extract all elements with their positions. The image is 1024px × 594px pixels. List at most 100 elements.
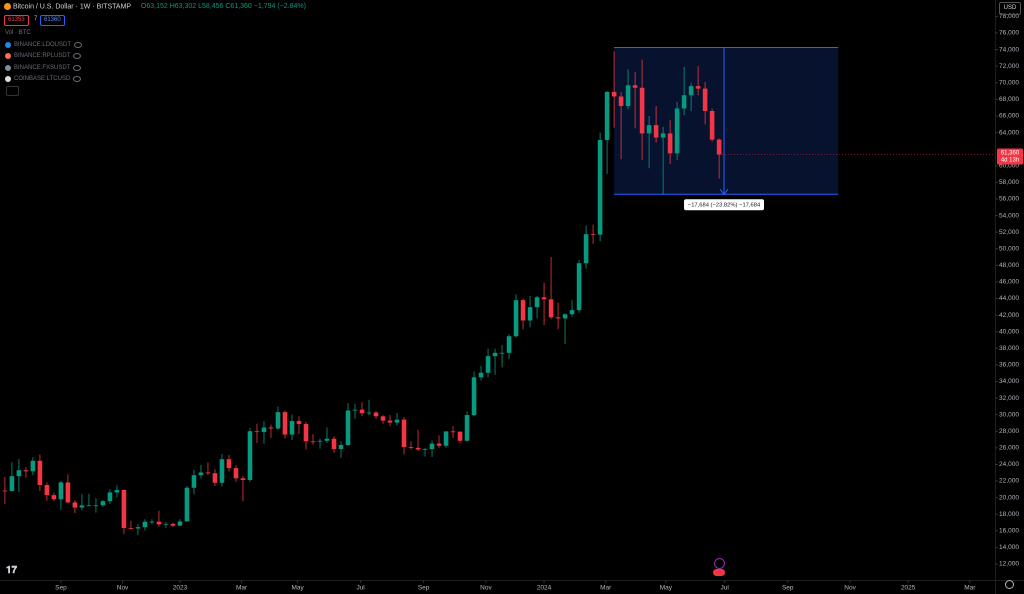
candle-body (324, 438, 330, 441)
legend-label: Vol · BTC (5, 30, 31, 36)
candle-body (618, 96, 624, 107)
candle-body (198, 472, 204, 476)
measure-label: −17,684 (−23.82%) −17,684 (688, 203, 761, 209)
y-tick-label: 16,000 (999, 528, 1019, 535)
candle-body (128, 528, 134, 529)
legend-item[interactable]: Vol · BTC (5, 30, 31, 36)
candle-body (667, 133, 673, 154)
candle-body (142, 521, 148, 528)
visibility-toggle[interactable] (73, 53, 82, 59)
y-tick-label: 20,000 (999, 494, 1019, 501)
candle-body (457, 431, 463, 441)
candle-body (548, 299, 554, 318)
candle-body (604, 91, 610, 141)
candle-body (443, 431, 449, 446)
y-tick-label: 26,000 (999, 445, 1019, 452)
legend-item[interactable]: BINANCE:FXSUSDT (5, 64, 82, 71)
legend-label: BINANCE:LDOUSDT (14, 41, 72, 48)
y-tick-label: 66,000 (999, 113, 1019, 120)
event-icon[interactable] (713, 569, 725, 576)
legend-item[interactable]: COINBASE:LTCUSD (5, 76, 82, 82)
visibility-toggle[interactable] (74, 41, 83, 48)
candle-body (688, 86, 694, 96)
candle-body (226, 459, 232, 469)
sell-button[interactable]: 61353 (4, 15, 29, 26)
candle-body (135, 527, 141, 529)
x-tick-label: May (291, 585, 304, 592)
candle-body (149, 521, 155, 523)
buy-button[interactable]: 61360 (40, 15, 65, 26)
candle-body (16, 470, 22, 477)
legend-icon (5, 76, 11, 82)
legend-icon (5, 41, 11, 48)
legend-icon (5, 53, 11, 59)
candle-body (387, 420, 393, 423)
candle-body (156, 521, 162, 525)
candle-body (289, 421, 295, 435)
candle-body (625, 85, 631, 107)
candle-body (380, 416, 386, 421)
candle-body (471, 377, 477, 416)
y-tick-label: 24,000 (999, 461, 1019, 468)
y-tick-label: 52,000 (999, 229, 1019, 236)
legend-item[interactable]: BINANCE:RPLUSDT (5, 53, 82, 59)
y-tick-label: 40,000 (999, 328, 1019, 335)
x-tick-label: Sep (418, 585, 430, 592)
x-tick-label: Nov (117, 585, 129, 592)
x-tick-label: Nov (480, 585, 492, 592)
y-tick-label: 42,000 (999, 312, 1019, 319)
x-tick-label: Jul (356, 585, 365, 592)
event-icon[interactable] (714, 558, 725, 569)
y-tick-label: 50,000 (999, 245, 1019, 252)
candle-body (520, 300, 526, 321)
candle-body (163, 523, 169, 525)
y-tick-label: 22,000 (999, 478, 1019, 485)
collapse-button[interactable] (6, 86, 19, 96)
visibility-toggle[interactable] (73, 64, 82, 71)
symbol-title[interactable]: Bitcoin / U.S. Dollar · 1W · BITSTAMP (12, 3, 131, 11)
candle-body (513, 300, 519, 337)
candle-body (275, 412, 281, 429)
candle-body (317, 440, 323, 442)
candle-body (86, 505, 92, 507)
legend-item[interactable]: BINANCE:LDOUSDT (5, 41, 83, 48)
last-price-box (997, 148, 1023, 165)
candle-body (674, 108, 680, 154)
y-tick-label: 76,000 (999, 30, 1019, 37)
candle-body (499, 352, 505, 354)
candle-body (695, 86, 701, 89)
candle-body (478, 372, 484, 378)
candle-body (492, 352, 498, 357)
settings-button[interactable] (1005, 580, 1014, 589)
candle-body (345, 410, 351, 446)
candle-body (338, 445, 344, 450)
candle-body (366, 412, 372, 414)
y-tick-label: 78,000 (999, 13, 1019, 20)
x-tick-label: Mar (964, 585, 976, 592)
measure-label-box (684, 199, 765, 211)
y-tick-label: 56,000 (999, 196, 1019, 203)
candle-body (114, 489, 120, 493)
candle-body (51, 495, 57, 500)
candle-body (681, 95, 687, 109)
x-tick-label: 2023 (173, 585, 188, 592)
candle-body (205, 472, 211, 474)
candle-body (79, 505, 85, 508)
candle-body (429, 443, 435, 450)
legend-label: BINANCE:FXSUSDT (14, 64, 71, 71)
candle-body (30, 460, 36, 472)
x-tick-label: Mar (600, 585, 612, 592)
countdown-label: 4d 13h (1001, 158, 1019, 164)
y-tick-label: 54,000 (999, 212, 1019, 219)
candle-body (632, 85, 638, 88)
candle-body (415, 447, 421, 450)
candle-body (219, 459, 225, 483)
candle-body (450, 431, 456, 433)
candle-body (709, 111, 715, 140)
y-tick-label: 58,000 (999, 179, 1019, 186)
currency-button[interactable]: USD (999, 2, 1021, 15)
candle-body (541, 297, 547, 300)
visibility-toggle[interactable] (73, 76, 82, 82)
